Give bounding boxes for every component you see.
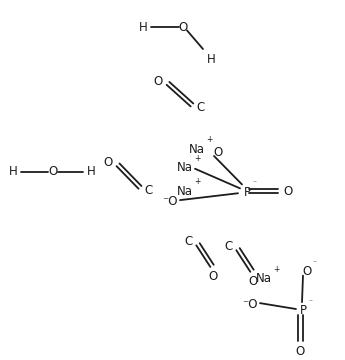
Text: O: O <box>178 21 188 34</box>
Text: O: O <box>48 165 58 178</box>
Text: C: C <box>225 240 233 253</box>
Text: ⁻: ⁻ <box>308 297 312 306</box>
Text: +: + <box>194 177 200 186</box>
Text: +: + <box>273 265 279 274</box>
Text: O: O <box>154 75 163 88</box>
Text: C: C <box>185 235 193 248</box>
Text: Na: Na <box>177 161 193 174</box>
Text: +: + <box>206 135 213 144</box>
Text: O: O <box>302 265 311 278</box>
Text: ⁻: ⁻ <box>312 258 316 267</box>
Text: O: O <box>213 145 222 158</box>
Text: O: O <box>208 270 218 283</box>
Text: H: H <box>139 21 148 34</box>
Text: H: H <box>9 165 18 178</box>
Text: O: O <box>248 275 258 288</box>
Text: P: P <box>244 186 251 199</box>
Text: ⁻O: ⁻O <box>162 195 178 208</box>
Text: C: C <box>196 102 204 114</box>
Text: Na: Na <box>189 143 205 156</box>
Text: ⁻: ⁻ <box>252 178 256 187</box>
Text: ⁻O: ⁻O <box>243 298 258 311</box>
Text: +: + <box>194 154 200 163</box>
Text: Na: Na <box>177 185 193 198</box>
Text: O: O <box>104 156 113 169</box>
Text: C: C <box>144 184 152 197</box>
Text: O: O <box>283 185 292 198</box>
Text: H: H <box>207 53 216 66</box>
Text: Na: Na <box>256 272 272 285</box>
Text: P: P <box>300 305 307 318</box>
Text: H: H <box>87 165 96 178</box>
Text: O: O <box>295 345 305 358</box>
